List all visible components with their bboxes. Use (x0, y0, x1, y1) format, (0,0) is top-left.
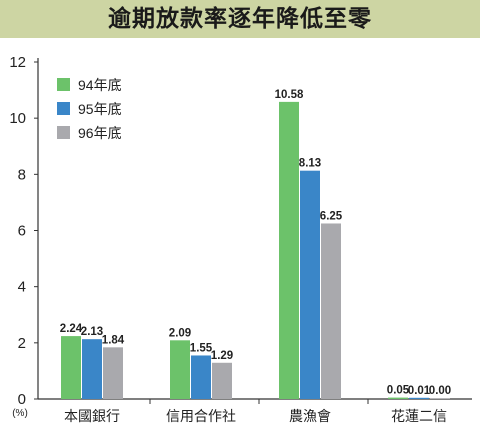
bar (61, 336, 81, 399)
y-tick-label: 0 (18, 391, 26, 408)
data-label: 1.29 (211, 350, 233, 362)
bar (170, 340, 190, 399)
bar (321, 223, 341, 399)
chart-title: 逾期放款率逐年降低至零 (108, 6, 372, 32)
data-label: 0.00 (429, 385, 451, 397)
data-label: 2.13 (81, 326, 103, 338)
data-label: 6.25 (320, 210, 343, 222)
bar (279, 101, 299, 400)
bar (82, 339, 102, 399)
data-label: 0.05 (387, 385, 410, 397)
data-label: 8.13 (299, 158, 321, 170)
y-tick-label: 2 (18, 335, 26, 352)
bar (191, 355, 211, 399)
category-label: 本國銀行 (64, 409, 120, 425)
data-label: 2.24 (60, 323, 83, 335)
data-label: 2.09 (169, 327, 191, 339)
legend-label: 94年底 (78, 77, 122, 93)
y-tick-label: 6 (18, 223, 26, 240)
title-bar (0, 0, 480, 38)
unit-label: (%) (12, 408, 28, 419)
y-tick-label: 8 (18, 166, 26, 183)
bar (388, 397, 408, 399)
y-tick-label: 10 (9, 110, 26, 127)
data-label: 1.84 (102, 334, 125, 346)
category-label: 農漁會 (289, 409, 331, 425)
legend-swatch (57, 78, 70, 91)
bar (430, 398, 450, 399)
legend-label: 96年底 (78, 125, 122, 141)
data-label: 1.55 (190, 342, 213, 354)
bar (103, 347, 123, 399)
bar (300, 170, 320, 399)
y-tick-label: 12 (9, 54, 26, 71)
category-label: 花蓮二信 (391, 409, 447, 425)
legend-label: 95年底 (78, 101, 122, 117)
bar (409, 397, 429, 399)
y-tick-label: 4 (18, 279, 26, 296)
bar (212, 362, 232, 399)
category-label: 信用合作社 (166, 409, 236, 425)
legend-swatch (57, 102, 70, 115)
data-label: 0.01 (408, 385, 431, 397)
data-label: 10.58 (275, 89, 304, 101)
legend-swatch (57, 126, 70, 139)
